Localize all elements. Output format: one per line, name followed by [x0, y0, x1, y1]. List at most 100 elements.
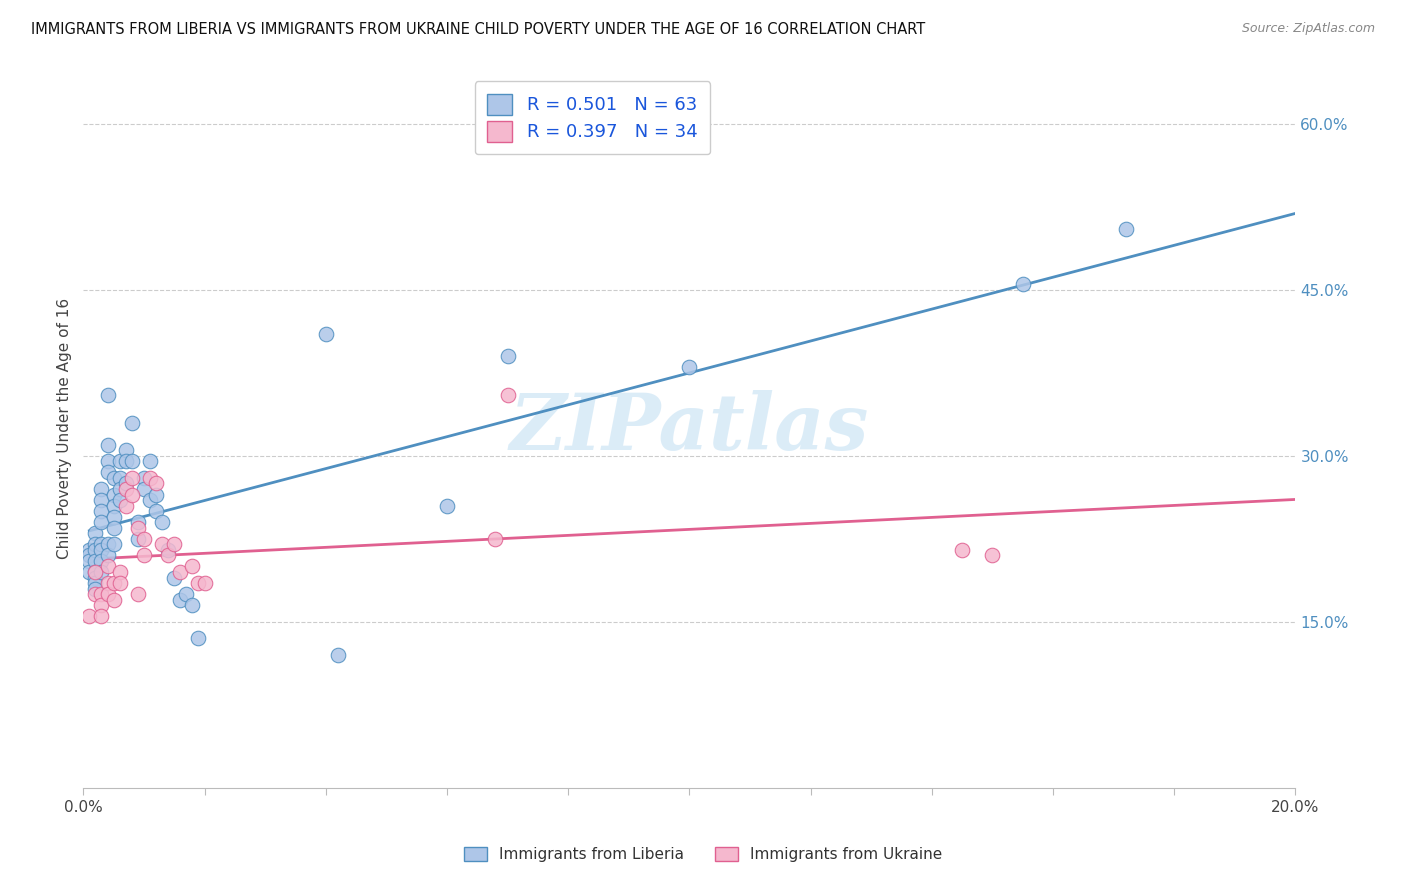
Point [150, 515, 173, 529]
Point [163, 537, 186, 551]
Point [108, 576, 131, 591]
Legend: R = 0.501   N = 63, R = 0.397   N = 34: R = 0.501 N = 63, R = 0.397 N = 34 [475, 81, 710, 154]
Point [121, 416, 143, 430]
Point [157, 542, 180, 557]
Point [103, 592, 125, 607]
Point [96, 549, 118, 563]
Point [132, 471, 155, 485]
Point [114, 443, 136, 458]
Point [84, 565, 107, 579]
Point [145, 476, 167, 491]
Point [121, 454, 143, 468]
Point [187, 576, 209, 591]
Point [139, 454, 162, 468]
Point [84, 570, 107, 584]
Point [193, 576, 215, 591]
Point [157, 549, 180, 563]
Point [84, 537, 107, 551]
Point [678, 360, 700, 375]
Point [103, 537, 125, 551]
Point [496, 349, 519, 363]
Point [84, 576, 107, 591]
Point [79, 565, 101, 579]
Point [981, 549, 1004, 563]
Point [96, 587, 118, 601]
Point [108, 565, 131, 579]
Point [139, 493, 162, 508]
Point [496, 388, 519, 402]
Point [315, 327, 337, 342]
Point [90, 482, 112, 496]
Point [90, 515, 112, 529]
Point [103, 499, 125, 513]
Point [96, 466, 118, 480]
Point [1115, 222, 1137, 236]
Point [90, 542, 112, 557]
Point [950, 542, 973, 557]
Point [90, 609, 112, 624]
Point [121, 487, 143, 501]
Point [187, 632, 209, 646]
Point [127, 521, 149, 535]
Point [84, 587, 107, 601]
Point [103, 487, 125, 501]
Point [90, 565, 112, 579]
Point [145, 504, 167, 518]
Point [79, 554, 101, 568]
Text: IMMIGRANTS FROM LIBERIA VS IMMIGRANTS FROM UKRAINE CHILD POVERTY UNDER THE AGE O: IMMIGRANTS FROM LIBERIA VS IMMIGRANTS FR… [31, 22, 925, 37]
Point [79, 549, 101, 563]
Point [127, 587, 149, 601]
Point [121, 471, 143, 485]
Point [84, 565, 107, 579]
Point [96, 388, 118, 402]
Point [132, 532, 155, 546]
Point [103, 576, 125, 591]
Point [108, 482, 131, 496]
Text: Source: ZipAtlas.com: Source: ZipAtlas.com [1241, 22, 1375, 36]
Point [96, 537, 118, 551]
Point [84, 526, 107, 541]
Point [96, 559, 118, 574]
Point [84, 542, 107, 557]
Point [436, 499, 458, 513]
Point [132, 549, 155, 563]
Point [79, 609, 101, 624]
Point [96, 454, 118, 468]
Point [103, 509, 125, 524]
Legend: Immigrants from Liberia, Immigrants from Ukraine: Immigrants from Liberia, Immigrants from… [458, 841, 948, 868]
Point [108, 493, 131, 508]
Point [90, 537, 112, 551]
Point [150, 537, 173, 551]
Point [90, 587, 112, 601]
Point [114, 476, 136, 491]
Point [90, 598, 112, 612]
Point [84, 582, 107, 596]
Point [103, 471, 125, 485]
Point [79, 542, 101, 557]
Point [96, 576, 118, 591]
Point [169, 565, 191, 579]
Point [108, 454, 131, 468]
Point [127, 532, 149, 546]
Point [139, 471, 162, 485]
Point [181, 598, 204, 612]
Point [163, 570, 186, 584]
Point [90, 504, 112, 518]
Point [484, 532, 506, 546]
Text: ZIPatlas: ZIPatlas [510, 390, 869, 467]
Point [127, 515, 149, 529]
Point [169, 592, 191, 607]
Point [96, 438, 118, 452]
Point [114, 454, 136, 468]
Point [114, 499, 136, 513]
Point [108, 471, 131, 485]
Y-axis label: Child Poverty Under the Age of 16: Child Poverty Under the Age of 16 [58, 298, 72, 558]
Point [1011, 277, 1033, 292]
Point [145, 487, 167, 501]
Point [176, 587, 198, 601]
Point [132, 482, 155, 496]
Point [84, 554, 107, 568]
Point [114, 482, 136, 496]
Point [90, 554, 112, 568]
Point [181, 559, 204, 574]
